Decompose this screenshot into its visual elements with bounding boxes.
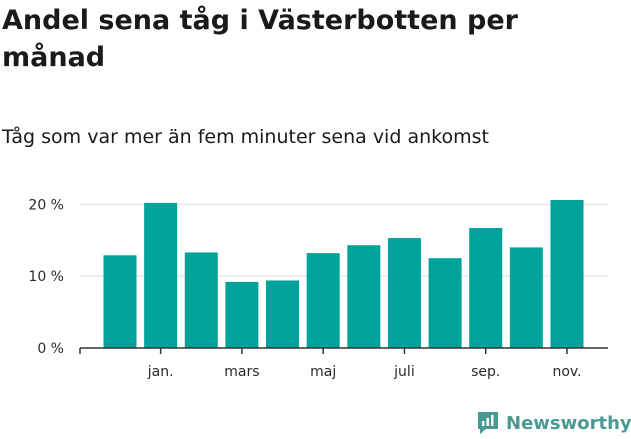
x-tick-label: jan. [147,364,174,380]
y-tick-label: 10 % [28,269,64,285]
bar-apr [266,280,300,348]
bar-sep [469,228,503,348]
x-tick-label: sep. [471,364,500,380]
x-tick-label: juli [393,364,415,380]
chart-title: Andel sena tåg i Västerbotten per månad [2,5,518,73]
bar-mars [225,281,259,348]
y-tick-label: 0 % [37,341,64,357]
y-tick-label: 20 % [28,197,64,213]
bar-juli [387,238,421,348]
x-tick-labels: jan. mars maj juli sep. nov. [147,364,582,380]
x-tick-label: mars [224,364,259,380]
brand-name: Newsworthy [506,412,631,434]
x-tick-label: nov. [552,364,581,380]
x-axis [79,347,608,354]
chart-subtitle: Tåg som var mer än fem minuter sena vid … [2,126,489,148]
newsworthy-logo-icon [478,412,498,434]
bar-juni [347,245,381,348]
bars [103,200,584,348]
x-tick-label: maj [310,364,336,380]
bar-nov [550,200,584,348]
bar-feb [184,252,218,348]
bar-aug [428,258,462,348]
bar-maj [306,253,340,348]
newsworthy-brand: Newsworthy [476,408,631,438]
bar-dec [103,255,137,348]
bar-jan [144,202,178,348]
bar-chart: 0 % 10 % 20 % jan. mars maj juli sep. nov. [28,197,608,380]
y-tick-labels: 0 % 10 % 20 % [28,197,64,357]
bar-okt [509,247,543,348]
